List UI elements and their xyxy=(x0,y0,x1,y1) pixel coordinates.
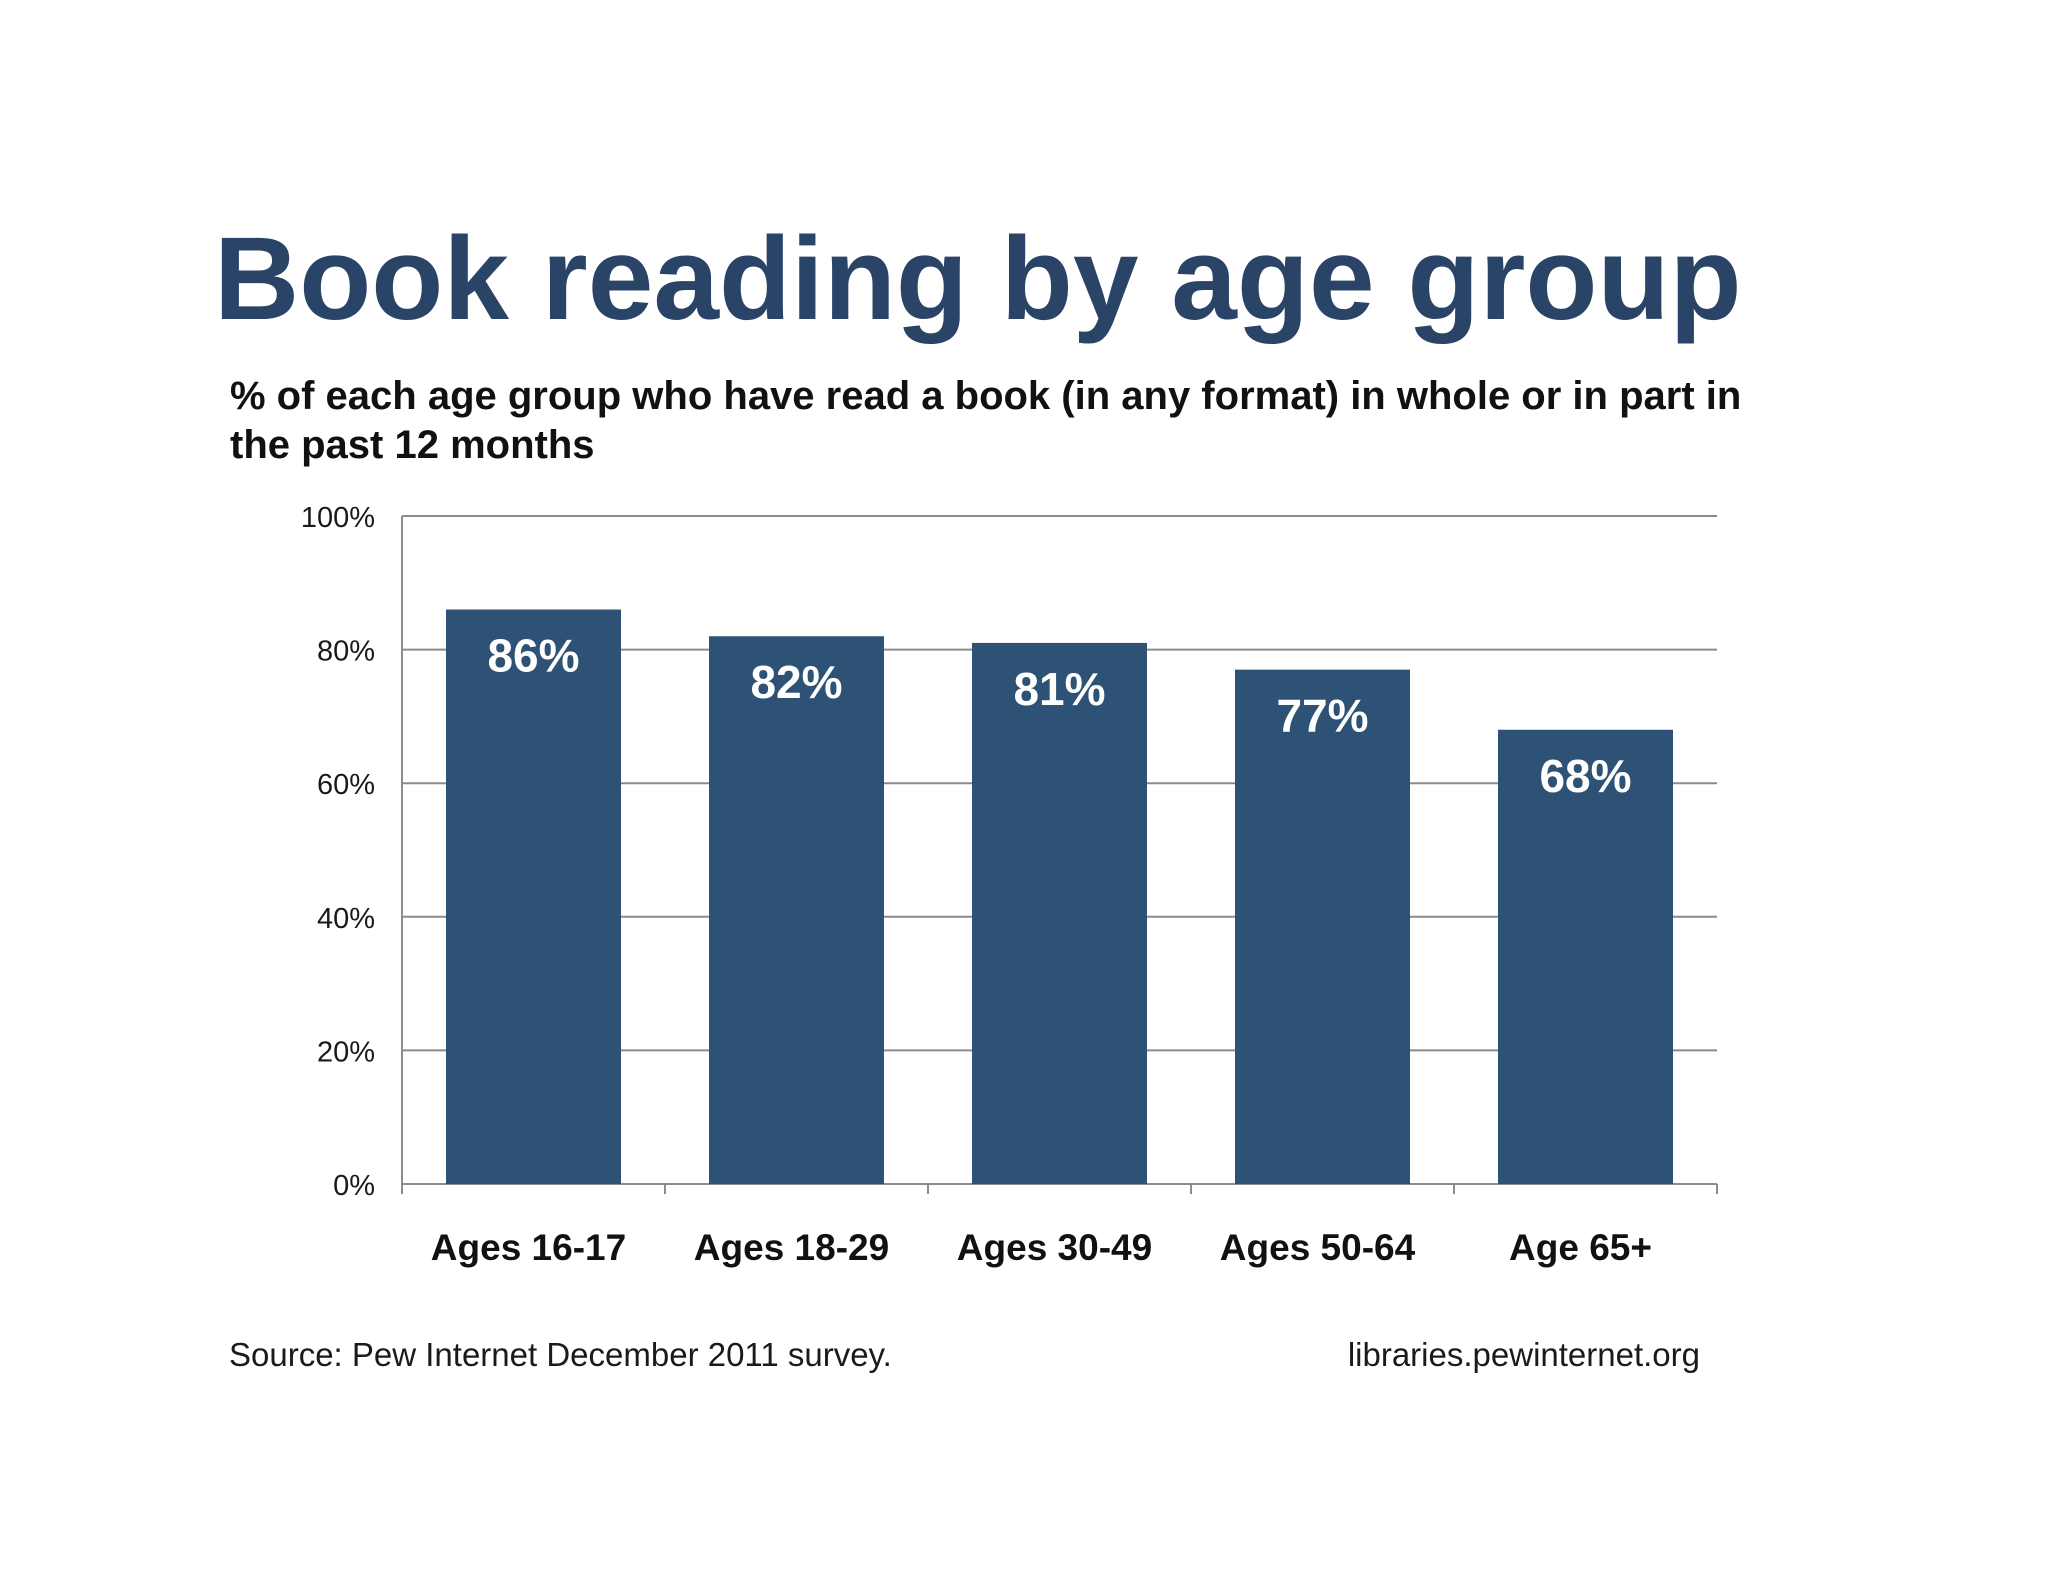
y-tick-label: 60% xyxy=(317,769,375,801)
y-tick-label: 20% xyxy=(317,1036,375,1068)
y-tick-label: 100% xyxy=(301,502,375,534)
y-tick-labels: 0% 20% 40% 60% 80% 100% xyxy=(301,502,375,1202)
y-tick-label: 80% xyxy=(317,636,375,668)
bar-value-label: 68% xyxy=(1539,750,1631,802)
bar xyxy=(446,609,621,1184)
bar-value-label: 81% xyxy=(1013,663,1105,715)
source-note: Source: Pew Internet December 2011 surve… xyxy=(229,1336,892,1373)
x-category-label: Age 65+ xyxy=(1509,1227,1652,1268)
y-tick-label: 40% xyxy=(317,903,375,935)
y-tick-label: 0% xyxy=(333,1170,375,1202)
bar xyxy=(1498,729,1673,1184)
chart-title: Book reading by age group xyxy=(214,213,1742,345)
x-category-label: Ages 50-64 xyxy=(1220,1227,1416,1268)
bar-value-label: 86% xyxy=(487,630,579,682)
bar xyxy=(1235,669,1410,1184)
bar xyxy=(972,642,1147,1184)
site-url: libraries.pewinternet.org xyxy=(1347,1336,1700,1373)
x-category-label: Ages 18-29 xyxy=(694,1227,889,1268)
x-category-label: Ages 30-49 xyxy=(957,1227,1152,1268)
bar-value-label: 82% xyxy=(750,656,842,708)
bar xyxy=(709,636,884,1184)
x-tick-labels: Ages 16-17 Ages 18-29 Ages 30-49 Ages 50-64… xyxy=(431,1227,1652,1268)
x-category-label: Ages 16-17 xyxy=(431,1227,626,1268)
data-labels: 86% 82% 81% 77% 68% xyxy=(487,630,1631,802)
bar-value-label: 77% xyxy=(1276,690,1368,742)
chart-subtitle: % of each age group who have read a book… xyxy=(230,374,1742,467)
bars xyxy=(446,609,1673,1184)
